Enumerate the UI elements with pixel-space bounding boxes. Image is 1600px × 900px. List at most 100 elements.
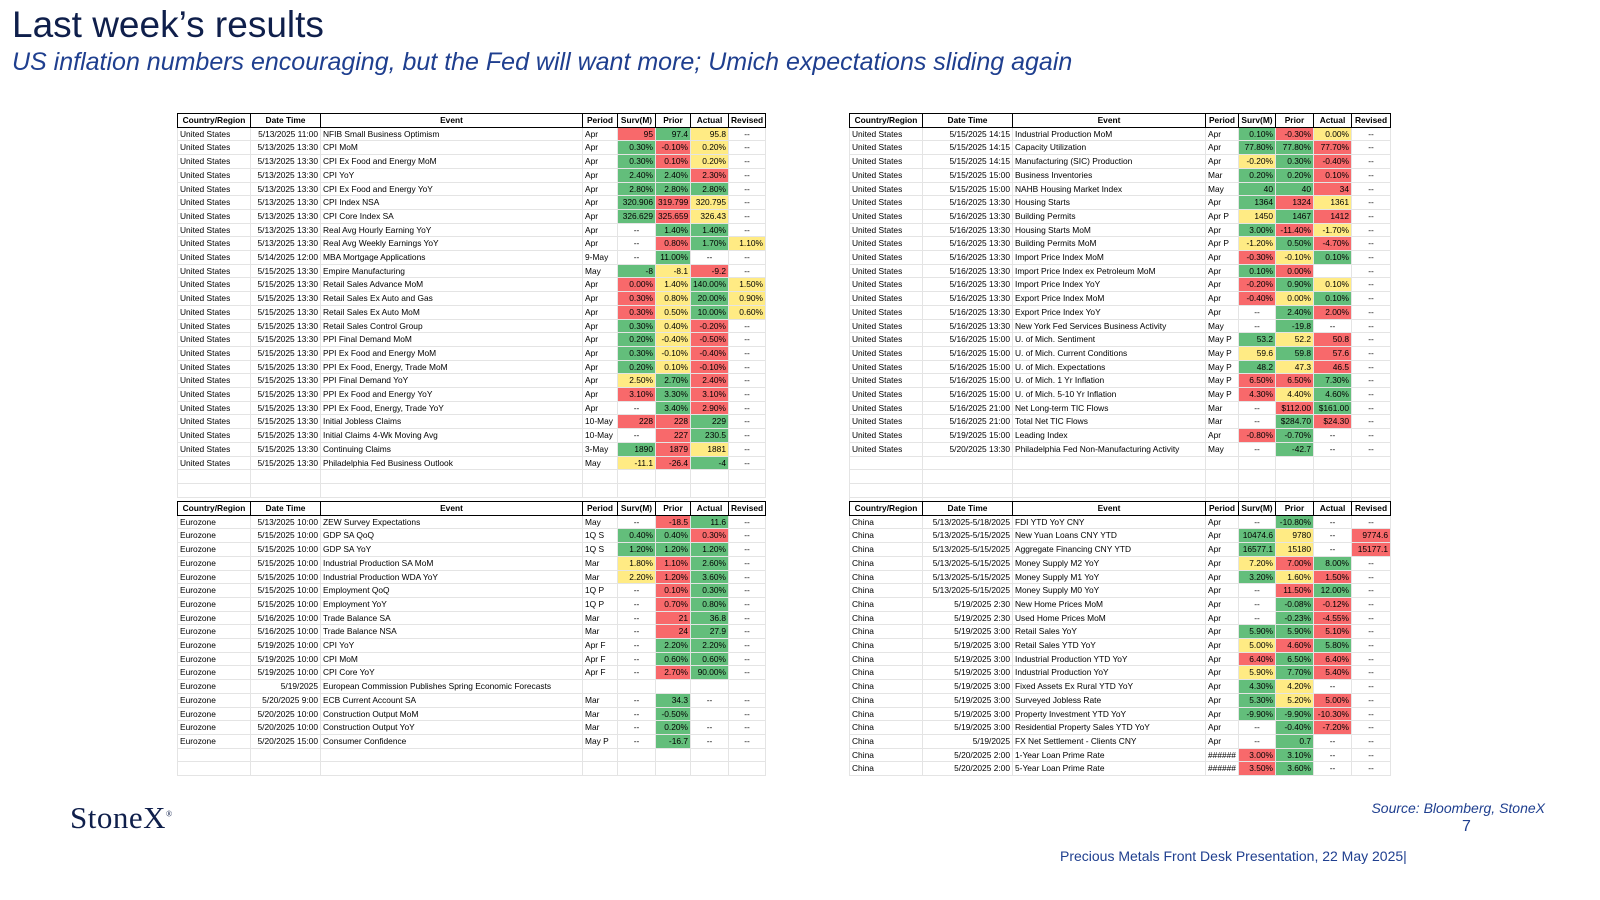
period-cell: Apr	[1205, 195, 1239, 210]
table-row: Eurozone 5/15/2025 10:00 Industrial Produc…	[177, 555, 766, 571]
column-header-actual: Actual	[1313, 113, 1352, 128]
table-header-row: Country/Region Date Time Event Period Surv(M…	[849, 113, 1391, 128]
country-cell: United States	[849, 400, 923, 416]
table-row: China 5/20/2025 2:00 5-Year Loan Prime Rat…	[849, 761, 1391, 777]
actual-cell: $24.30	[1313, 414, 1352, 430]
datetime-cell: 5/15/2025 14:15	[922, 126, 1013, 142]
country-cell: United States	[177, 263, 251, 279]
event-cell: Employment QoQ	[320, 583, 583, 598]
table-row: United States 5/16/2025 15:00 U. of Mich. …	[849, 345, 1391, 361]
revised-cell: --	[1351, 555, 1391, 571]
country-cell: United States	[849, 195, 923, 210]
datetime-cell: 5/15/2025 13:30	[250, 387, 321, 402]
survey-cell: 77.80%	[1238, 140, 1276, 156]
actual-cell: 0.80%	[690, 596, 729, 612]
revised-cell: --	[728, 359, 766, 375]
country-cell: United States	[177, 154, 251, 169]
prior-cell: 1.40%	[655, 277, 691, 293]
revised-cell: --	[1351, 428, 1391, 443]
survey-cell: --	[1238, 400, 1276, 416]
event-cell: PPI Final Demand MoM	[320, 332, 583, 347]
table-row: China 5/19/2025 2:30 New Home Prices MoM Ap…	[849, 596, 1391, 612]
actual-cell: -10.30%	[1313, 706, 1352, 722]
us-table-2: Country/Region Date Time Event Period Surv(M…	[849, 113, 1391, 512]
table-row: United States 5/13/2025 13:30 CPI Index NS…	[177, 195, 766, 210]
survey-cell: 0.10%	[1238, 263, 1276, 279]
period-cell: 1Q P	[582, 583, 618, 598]
blank-row	[177, 469, 766, 484]
slide-title: Last week’s results	[12, 4, 324, 45]
event-cell: FX Net Settlement - Clients CNY	[1012, 733, 1206, 749]
actual-cell: --	[690, 692, 729, 708]
country-cell: Eurozone	[177, 720, 251, 735]
table-row: United States 5/15/2025 13:30 PPI Final De…	[177, 373, 766, 389]
datetime-cell: 5/15/2025 13:30	[250, 441, 321, 457]
actual-cell: -4.70%	[1313, 236, 1352, 252]
survey-cell: 4.30%	[1238, 679, 1276, 694]
event-cell: Money Supply M1 YoY	[1012, 569, 1206, 585]
table-row: United States 5/20/2025 13:30 Philadelphia…	[849, 441, 1391, 457]
period-cell: 1Q S	[582, 542, 618, 557]
prior-cell: 0.40%	[655, 528, 691, 544]
survey-cell: -9.90%	[1238, 706, 1276, 722]
survey-cell: -8	[617, 263, 656, 279]
revised-cell: --	[728, 651, 766, 667]
survey-cell: 6.50%	[1238, 373, 1276, 389]
actual-cell: -1.70%	[1313, 222, 1352, 238]
survey-cell: 4.30%	[1238, 387, 1276, 402]
event-cell: U. of Mich. Sentiment	[1012, 332, 1206, 347]
survey-cell: --	[617, 706, 656, 722]
country-cell: China	[849, 761, 923, 777]
empty-cell	[1012, 469, 1206, 484]
event-cell: Retail Sales YTD YoY	[1012, 638, 1206, 653]
actual-cell: 2.00%	[1313, 304, 1352, 320]
datetime-cell: 5/15/2025 10:00	[250, 528, 321, 544]
event-cell: ECB Current Account SA	[320, 692, 583, 708]
country-cell: United States	[849, 263, 923, 279]
eurozone-table: Country/Region Date Time Event Period Surv(M…	[177, 501, 766, 777]
country-cell: United States	[177, 195, 251, 210]
table-header-row: Country/Region Date Time Event Period Surv(M…	[177, 501, 766, 516]
country-cell: United States	[177, 441, 251, 457]
country-cell: China	[849, 596, 923, 612]
actual-cell: 0.10%	[1313, 167, 1352, 183]
country-cell: United States	[177, 400, 251, 416]
country-cell: United States	[177, 181, 251, 197]
revised-cell: --	[1351, 373, 1391, 389]
datetime-cell: 5/16/2025 21:00	[922, 400, 1013, 416]
column-header-prior: Prior	[655, 501, 691, 516]
column-header-actual: Actual	[1313, 501, 1352, 516]
table-row: Eurozone 5/19/2025 10:00 CPI YoY Apr F -- 2.2…	[177, 638, 766, 653]
period-cell: 1Q S	[582, 528, 618, 544]
actual-cell: -4	[690, 455, 729, 471]
datetime-cell: 5/13/2025-5/15/2025	[922, 583, 1013, 598]
survey-cell: 40	[1238, 181, 1276, 197]
column-header-datetime: Date Time	[250, 113, 321, 128]
survey-cell: 0.20%	[617, 332, 656, 347]
blank-row	[177, 482, 766, 498]
column-header-event: Event	[320, 501, 583, 516]
event-cell: Fixed Assets Ex Rural YTD YoY	[1012, 679, 1206, 694]
country-cell: Eurozone	[177, 555, 251, 571]
actual-cell: 20.00%	[690, 291, 729, 306]
prior-cell: 34.3	[655, 692, 691, 708]
country-cell: United States	[849, 332, 923, 347]
table-row: United States 5/13/2025 13:30 CPI MoM Apr 0.…	[177, 140, 766, 156]
country-cell: China	[849, 747, 923, 763]
empty-cell	[177, 469, 251, 484]
table-row: United States 5/15/2025 14:15 Manufacturin…	[849, 154, 1391, 169]
revised-cell: --	[1351, 441, 1391, 457]
footer-text: Precious Metals Front Desk Presentation,…	[1060, 848, 1407, 864]
revised-cell: --	[728, 542, 766, 557]
period-cell: Apr	[1205, 706, 1239, 722]
revised-cell: 1.50%	[728, 277, 766, 293]
prior-cell: 21	[655, 610, 691, 626]
survey-cell: 0.30%	[617, 140, 656, 156]
survey-cell: --	[617, 428, 656, 443]
actual-cell: --	[1313, 747, 1352, 763]
datetime-cell: 5/16/2025 15:00	[922, 359, 1013, 375]
datetime-cell: 5/15/2025 13:30	[250, 318, 321, 334]
period-cell: ######	[1205, 761, 1239, 777]
prior-cell: 11.00%	[655, 250, 691, 265]
column-header-period: Period	[1205, 113, 1239, 128]
